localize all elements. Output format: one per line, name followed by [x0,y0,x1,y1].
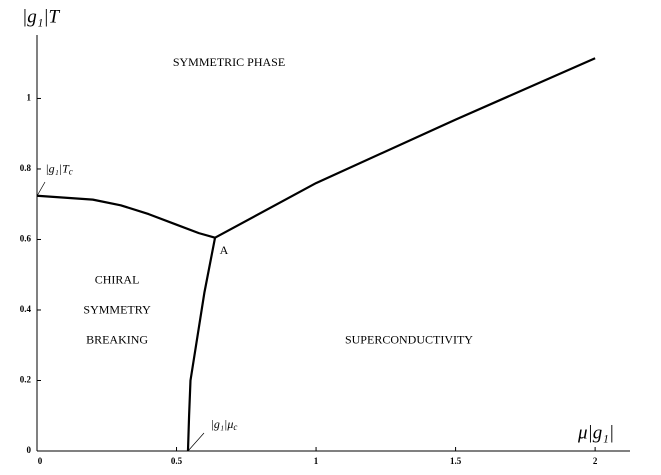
annotation-text: SUPERCONDUCTIVITY [345,332,473,346]
annotation-text: CHIRAL [95,272,140,286]
annotation: |g₁|Tc [45,161,72,176]
annotation: BREAKING [86,332,148,346]
leader-line [187,432,205,452]
y-tick-label: 1 [27,93,32,103]
annotation-text: SYMMETRY [83,302,151,316]
phase-boundary [186,237,217,452]
x-axis-label: μ|g₁| [577,422,614,443]
x-tick-label: 1 [314,456,319,466]
phase-boundary [214,57,596,239]
y-tick-label: 0.8 [20,163,32,173]
annotation-text: A [220,243,229,257]
annotation-text: BREAKING [86,332,148,346]
x-tick-label: 2 [593,456,598,466]
y-tick-label: 0.2 [20,375,32,385]
annotation-text: |g₁|μ [211,417,234,431]
leader-line [36,181,46,197]
phase-boundary [36,194,216,239]
y-tick-label: 0 [27,445,32,455]
x-tick-label: 0 [38,456,43,466]
annotation: CHIRAL [95,272,140,286]
annotation: SYMMETRIC PHASE [173,55,285,69]
x-tick-label: 1.5 [450,456,462,466]
annotation: A [220,243,229,257]
annotation-subscript: c [69,167,73,177]
annotation: SYMMETRY [83,302,151,316]
annotation: |g₁|μc [211,417,238,432]
annotation-text: SYMMETRIC PHASE [173,55,285,69]
y-axis-label: |g₁|T [22,6,61,27]
y-tick-label: 0.6 [20,234,32,244]
annotation-subscript: c [233,422,237,432]
y-tick-label: 0.4 [20,304,32,314]
annotation-text: |g₁|T [45,161,70,175]
annotation: SUPERCONDUCTIVITY [345,332,473,346]
x-tick-label: 0.5 [171,456,183,466]
